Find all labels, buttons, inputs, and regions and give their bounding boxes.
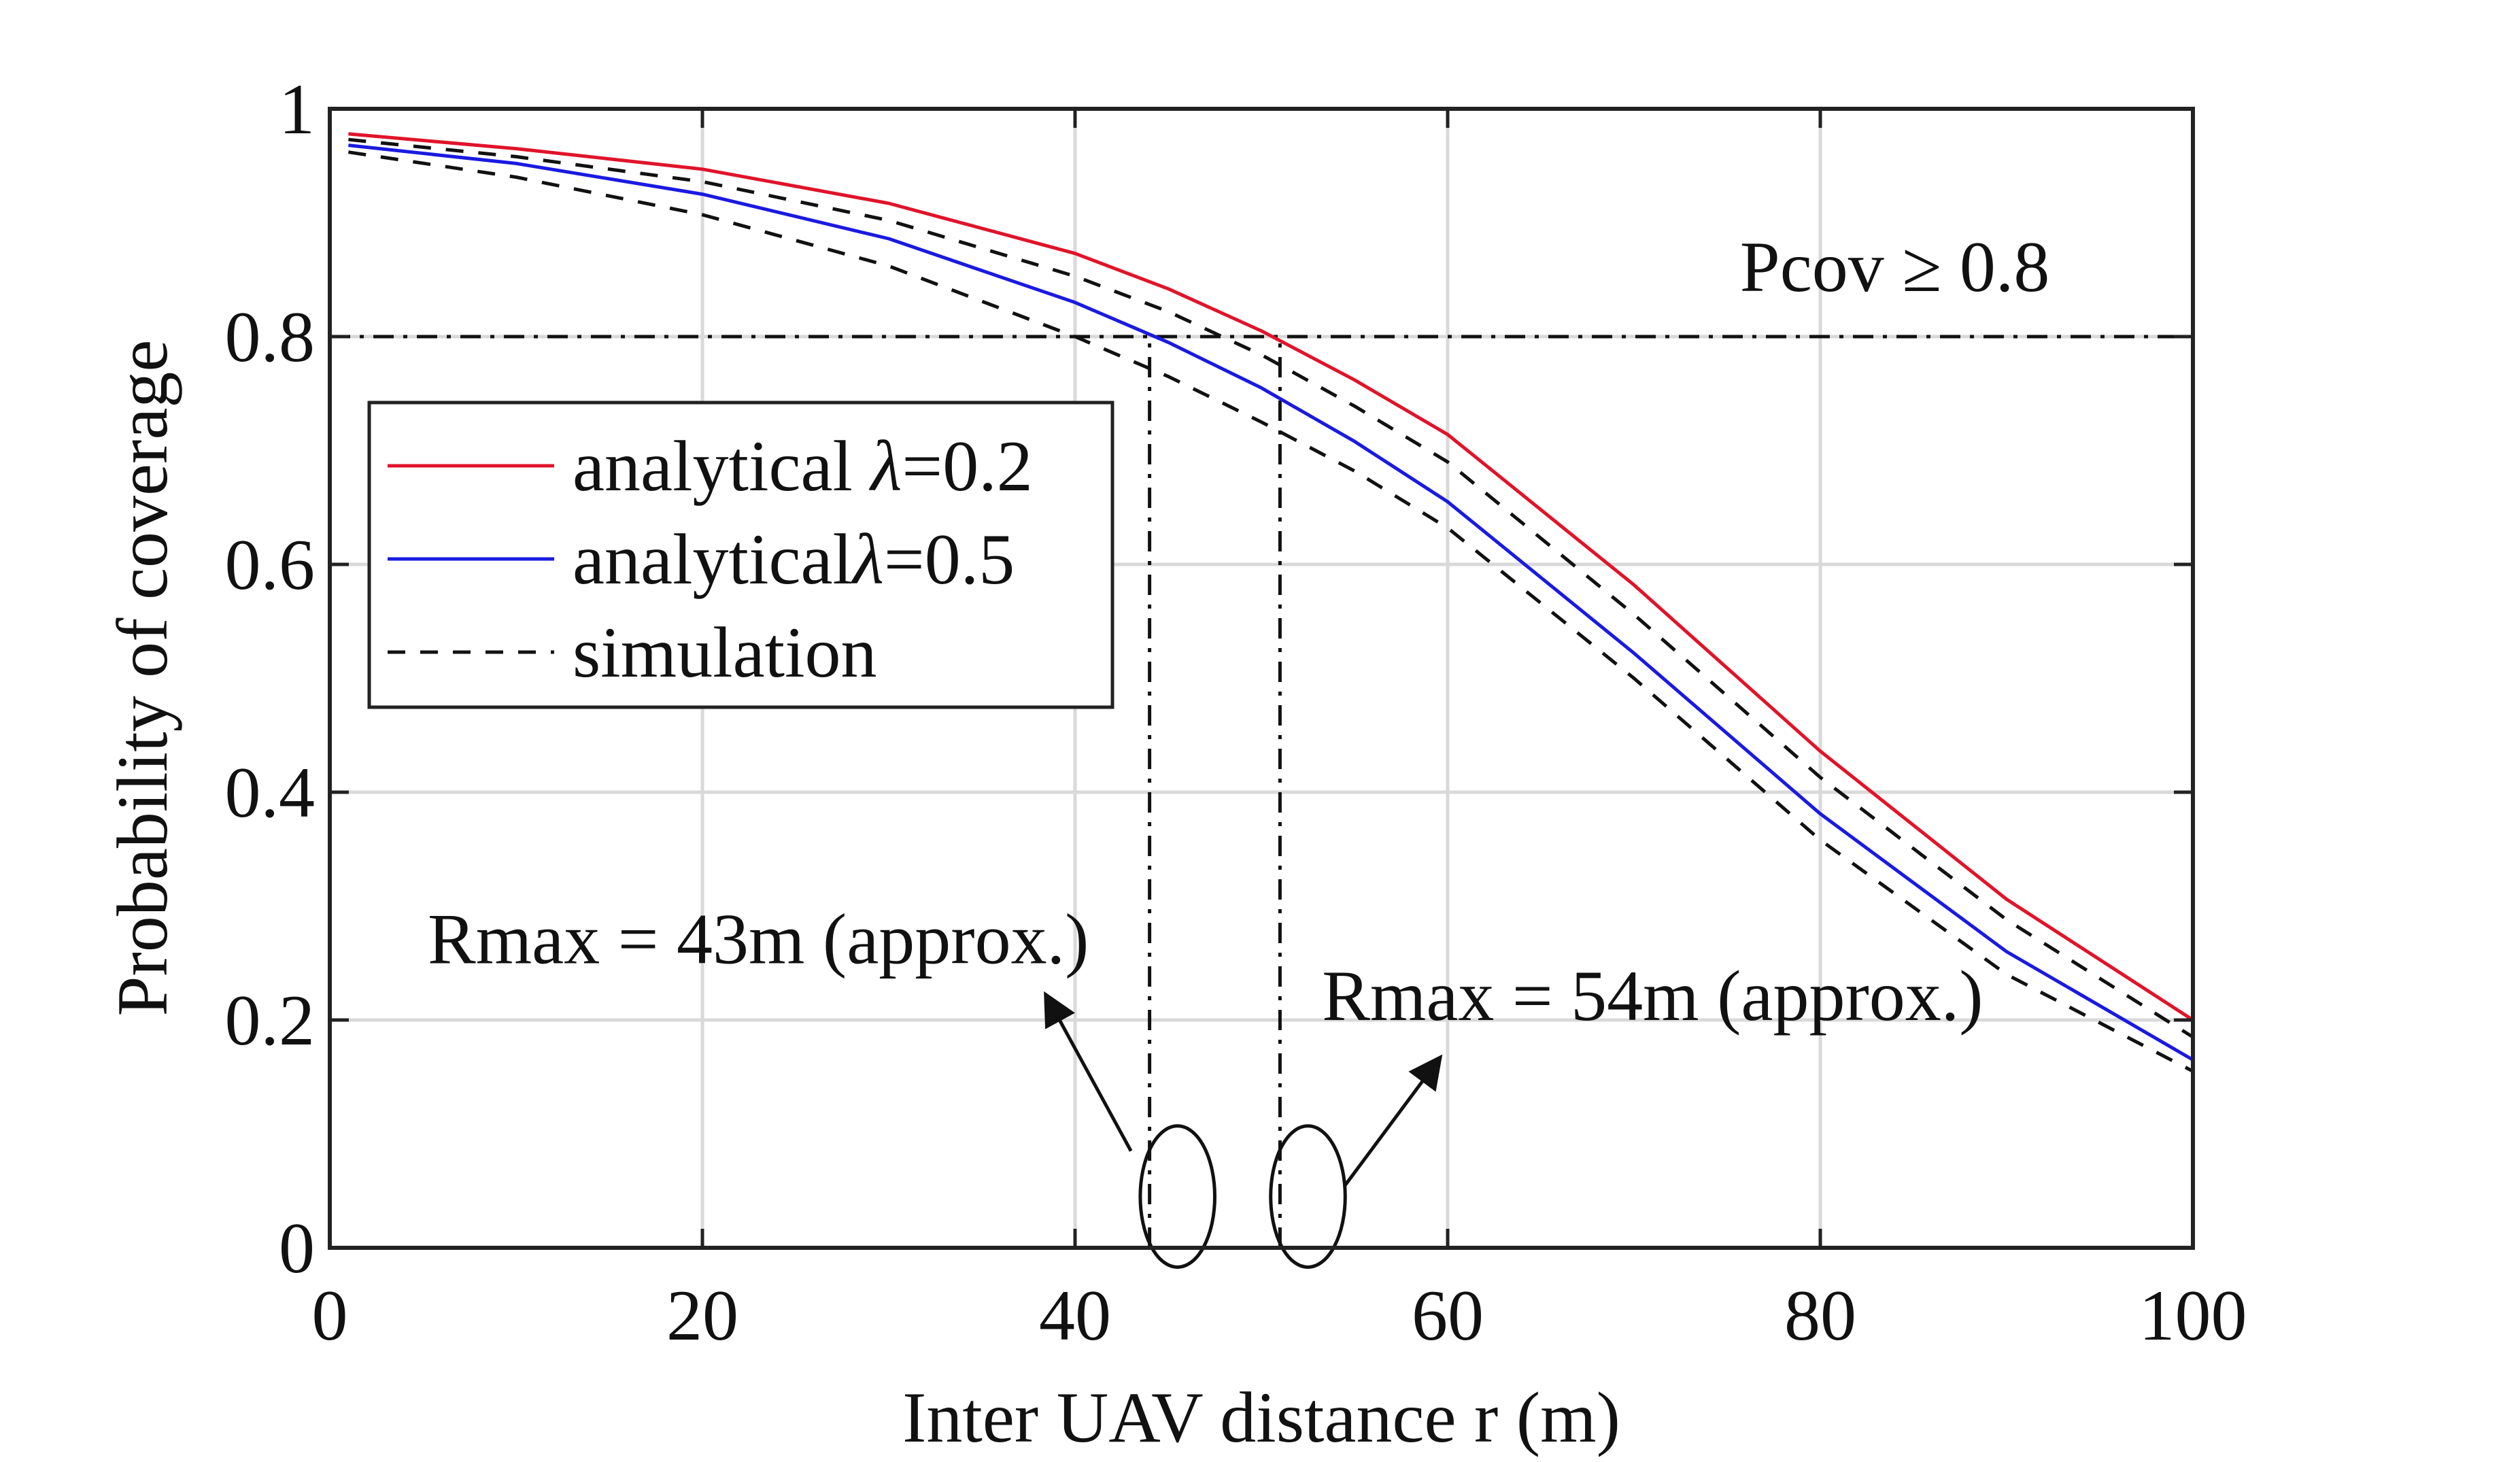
plot-frame (328, 107, 2195, 1250)
legend-label-0: analytical λ=0.2 (573, 426, 1033, 506)
annotation-label-2: Rmax = 54m (approx.) (1322, 956, 1983, 1036)
x-axis-label: Inter UAV distance r (m) (902, 1378, 1620, 1457)
reference-lines (330, 335, 2193, 1248)
series-line-1 (348, 143, 2194, 1061)
axis-ticks: 0 20 40 60 80 100 0 0.2 0.4 0.6 0.8 1 (225, 69, 2247, 1355)
annotation-label-1: Rmax = 43m (approx.) (428, 899, 1089, 979)
legend-box (367, 401, 1114, 709)
x-tick-label-2: 40 (1039, 1276, 1111, 1355)
annotation-arrow-1 (1344, 1054, 1443, 1187)
threshold-markers (1044, 991, 1443, 1269)
legend-label-1: analyticalλ=0.5 (573, 520, 1015, 599)
marker-ellipse-0 (1138, 1124, 1216, 1269)
y-tick-label-3: 0.6 (225, 525, 316, 605)
series-lines (348, 132, 2194, 1073)
y-tick-label-1: 0.2 (225, 981, 316, 1060)
marker-ellipse-1 (1269, 1124, 1347, 1269)
series-line-2 (348, 137, 2194, 1039)
legend-entries: analytical λ=0.2 analyticalλ=0.5 simulatio… (388, 426, 1033, 692)
x-tick-label-5: 100 (2139, 1276, 2247, 1355)
y-tick-label-4: 0.8 (225, 297, 316, 377)
annotation-arrow-0 (1044, 991, 1133, 1152)
y-tick-label-0: 0 (279, 1208, 315, 1288)
annotation-label-0: Pcov ≥ 0.8 (1740, 227, 2050, 307)
legend: analytical λ=0.2 analyticalλ=0.5 simulatio… (367, 401, 1114, 709)
series-line-3 (348, 150, 2194, 1073)
y-tick-label-2: 0.4 (225, 753, 316, 832)
x-tick-label-0: 0 (312, 1276, 348, 1355)
series-line-0 (348, 132, 2194, 1022)
y-axis-label: Probability of coverage (103, 340, 182, 1017)
x-tick-label-3: 60 (1412, 1276, 1484, 1355)
x-tick-label-1: 20 (666, 1276, 738, 1355)
y-tick-label-5: 1 (279, 69, 315, 149)
legend-label-2: simulation (573, 613, 877, 692)
annotations: Pcov ≥ 0.8 Rmax = 43m (approx.) Rmax = 54m… (428, 227, 2049, 1036)
x-tick-label-4: 80 (1784, 1276, 1856, 1355)
